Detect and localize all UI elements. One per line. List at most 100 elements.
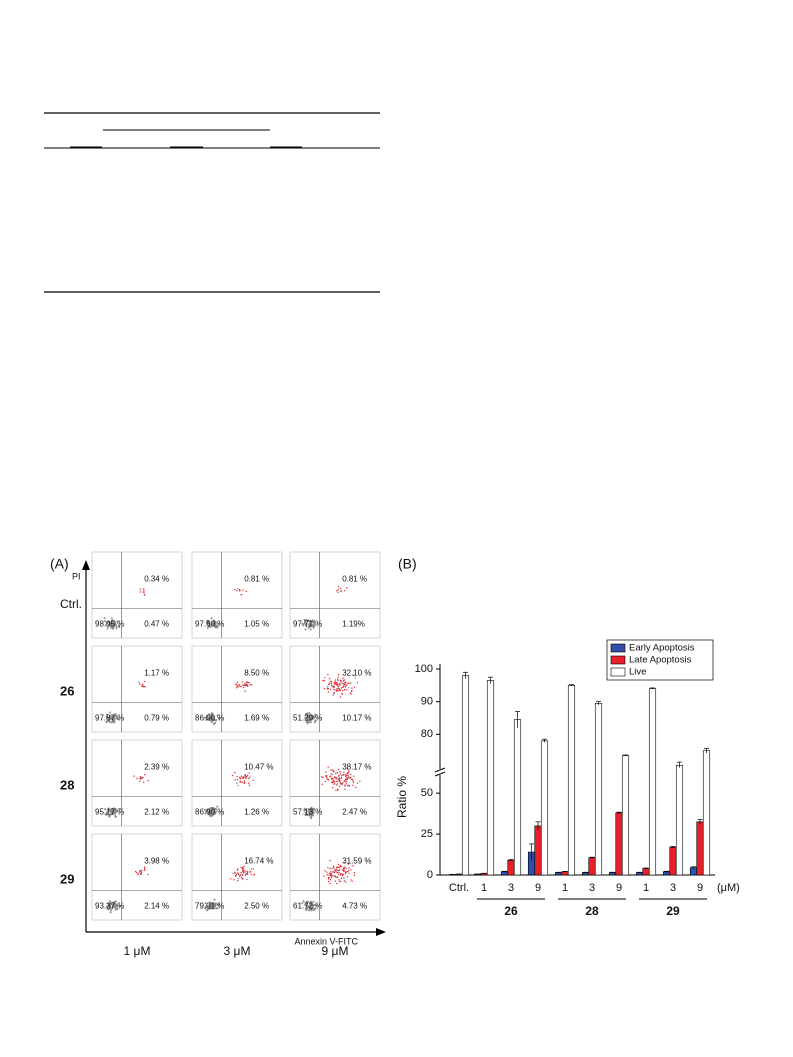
dot [246,683,248,686]
dot [207,713,210,716]
dot [347,863,349,865]
dot [348,775,350,777]
dot [215,719,218,722]
dot [329,776,331,778]
dot [237,877,240,879]
dot [312,811,315,814]
plot-frame [289,739,381,827]
dot [142,686,145,688]
dot [344,785,346,787]
dot [328,876,330,879]
quadrant-value: 0.81 % [342,575,367,584]
bar [635,872,644,876]
dot [330,769,332,771]
dot [338,880,341,883]
dot [139,869,142,872]
dot [343,590,346,592]
dot [329,873,332,875]
dot [144,680,146,683]
legend-label: Late Apoptosis [629,655,692,666]
dot [339,865,342,868]
dot [232,872,234,874]
dot [206,714,209,717]
dot [211,623,214,626]
dot [337,685,339,688]
quadrant-value: 31.59 % [342,857,371,866]
plot-frame [191,645,283,733]
dot [343,683,345,685]
dot [333,683,336,685]
dot [106,905,109,908]
dot [142,588,145,590]
dot [337,689,339,692]
dot [345,867,348,870]
dot [337,769,340,771]
x-tick-label: 9 [535,882,541,894]
dot [210,807,213,810]
dot [329,867,331,870]
bar [689,867,698,876]
dot [143,593,145,596]
dot [352,865,354,867]
dot [327,691,330,693]
dot [248,777,250,780]
dot [107,902,110,905]
dot [337,679,339,682]
dot [345,774,347,777]
dot [138,681,140,683]
dot [335,866,338,869]
dot [306,905,309,908]
dot [343,771,345,773]
quadrant-value: 10.47 % [244,763,273,772]
dot [243,865,245,868]
dot [214,905,217,908]
bar [480,873,488,876]
dot [336,690,338,692]
dot [336,678,339,681]
dot [342,774,344,776]
quadrant-value: 97.87 % [95,713,124,722]
dot [337,779,340,781]
dot [346,774,349,776]
x-tick-label: 3 [508,882,514,894]
dot [305,619,308,622]
dot [332,778,334,780]
dot [359,780,361,782]
dot [346,768,349,770]
bar [507,859,515,876]
dot [119,905,122,908]
dot [114,900,117,903]
dot [236,681,239,684]
dot [111,906,114,909]
dot [218,717,221,720]
dot [213,718,216,721]
quadrant-value: 0.47 % [144,619,169,628]
dot [253,873,256,875]
dot [237,873,240,876]
dot [327,766,329,768]
dot [242,872,245,874]
x-tick-label: 9 [616,882,622,894]
quadrant-value: 0.79 % [144,713,169,722]
dot [338,869,341,871]
dot [335,778,337,780]
dot [331,778,333,781]
dot [340,783,342,785]
dot [326,686,329,688]
dot [342,782,344,784]
dot [115,625,118,628]
dot [324,680,326,682]
dot [313,620,316,623]
dot [207,621,210,624]
dot [326,778,328,780]
plot-frame [91,739,183,827]
quadrant-value: 1.26 % [244,807,269,816]
dot [346,684,348,686]
dot [330,682,333,684]
legend-label: Live [629,667,646,678]
dot [242,684,244,686]
dot [111,720,114,723]
dot [331,874,334,877]
dot [114,809,117,812]
dot [330,871,332,873]
